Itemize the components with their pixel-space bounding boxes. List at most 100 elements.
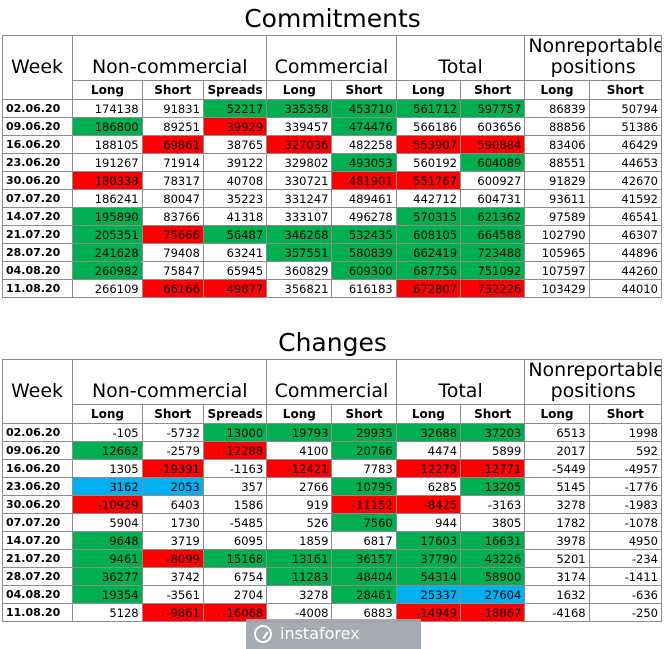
week-date-cell: 07.07.20	[1, 189, 74, 208]
column-subheader: Short	[460, 80, 526, 100]
value-cell: 49877	[202, 279, 268, 298]
value-cell: 687756	[395, 261, 462, 280]
value-cell: 46307	[588, 225, 663, 244]
value-cell: 71914	[141, 153, 204, 172]
column-subheader: Spreads	[202, 80, 268, 100]
value-cell: -12771	[460, 459, 526, 478]
value-cell: 38765	[202, 135, 268, 154]
table-row: 28.07.20 36277 3742 6754 11283 48404 54314 5890…	[1, 567, 663, 586]
table-row: 09.06.20 12662 -2579 -12288 4100 20766 4474 589…	[1, 441, 663, 460]
value-cell: 329802	[266, 153, 333, 172]
value-cell: 1998	[588, 423, 663, 442]
value-cell: 91829	[524, 171, 590, 190]
value-cell: 1586	[202, 495, 268, 514]
value-cell: 493053	[331, 153, 397, 172]
value-cell: 44653	[588, 153, 663, 172]
value-cell: 339457	[266, 117, 333, 136]
week-date-cell: 30.06.20	[1, 171, 74, 190]
value-cell: 526	[266, 513, 333, 532]
value-cell: 180338	[72, 171, 143, 190]
value-cell: -10929	[72, 495, 143, 514]
value-cell: 532435	[331, 225, 397, 244]
value-cell: -8099	[141, 549, 204, 568]
value-cell: 335358	[266, 99, 333, 118]
value-cell: 188105	[72, 135, 143, 154]
value-cell: -5485	[202, 513, 268, 532]
value-cell: 621362	[460, 207, 526, 226]
value-cell: 195890	[72, 207, 143, 226]
value-cell: 6403	[141, 495, 204, 514]
value-cell: 944	[395, 513, 462, 532]
value-cell: 88856	[524, 117, 590, 136]
value-cell: 5128	[72, 603, 143, 622]
commercial-header: Commercial	[266, 359, 397, 405]
value-cell: 3805	[460, 513, 526, 532]
commercial-header: Commercial	[266, 35, 397, 81]
value-cell: 54314	[395, 567, 462, 586]
value-cell: -2579	[141, 441, 204, 460]
value-cell: 12662	[72, 441, 143, 460]
value-cell: -11152	[331, 495, 397, 514]
value-cell: 482258	[331, 135, 397, 154]
value-cell: 65945	[202, 261, 268, 280]
table-row: 04.08.20 19354 -3561 2704 3278 28461 25337 2760…	[1, 585, 663, 604]
value-cell: 551767	[395, 171, 462, 190]
value-cell: 75666	[141, 225, 204, 244]
value-cell: -19391	[141, 459, 204, 478]
value-cell: 603656	[460, 117, 526, 136]
column-subheader: Short	[141, 80, 204, 100]
value-cell: 186241	[72, 189, 143, 208]
value-cell: 41318	[202, 207, 268, 226]
value-cell: 5904	[72, 513, 143, 532]
value-cell: 66166	[141, 279, 204, 298]
value-cell: 266109	[72, 279, 143, 298]
value-cell: 41592	[588, 189, 663, 208]
value-cell: 566186	[395, 117, 462, 136]
value-cell: 1730	[141, 513, 204, 532]
value-cell: -1078	[588, 513, 663, 532]
value-cell: 36157	[331, 549, 397, 568]
column-subheader: Short	[141, 404, 204, 424]
total-header: Total	[395, 359, 526, 405]
value-cell: 330721	[266, 171, 333, 190]
table-row: 23.06.20 191267 71914 39122 329802 493053 5601…	[1, 153, 663, 172]
value-cell: 6817	[331, 531, 397, 550]
value-cell: 6513	[524, 423, 590, 442]
table-row: 02.06.20 174138 91831 52217 335358 453710 5617…	[1, 99, 663, 118]
nonreportable-header: Nonreportable positions	[524, 35, 662, 81]
value-cell: 93611	[524, 189, 590, 208]
watermark: instaforex	[246, 619, 421, 649]
value-cell: 28461	[331, 585, 397, 604]
value-cell: 1305	[72, 459, 143, 478]
table-row: 30.06.20 -10929 6403 1586 919 -11152 -8425 -316…	[1, 495, 663, 514]
value-cell: 346268	[266, 225, 333, 244]
week-date-cell: 04.08.20	[1, 585, 74, 604]
week-date-cell: 21.07.20	[1, 549, 74, 568]
value-cell: 16631	[460, 531, 526, 550]
value-cell: 27604	[460, 585, 526, 604]
value-cell: 453710	[331, 99, 397, 118]
value-cell: 89251	[141, 117, 204, 136]
value-cell: 20766	[331, 441, 397, 460]
value-cell: 75847	[141, 261, 204, 280]
table-row: 11.08.20 266109 66166 49877 356821 616183 6728…	[1, 279, 663, 298]
instaforex-logo-icon	[254, 625, 272, 643]
table-row: 04.08.20 260982 75847 65945 360829 609300 6877…	[1, 261, 663, 280]
week-date-cell: 04.08.20	[1, 261, 74, 280]
value-cell: 9648	[72, 531, 143, 550]
value-cell: 1859	[266, 531, 333, 550]
column-subheader: Long	[524, 404, 590, 424]
value-cell: 11283	[266, 567, 333, 586]
column-subheader: Short	[588, 80, 663, 100]
value-cell: 241628	[72, 243, 143, 262]
value-cell: 51386	[588, 117, 663, 136]
value-cell: 604089	[460, 153, 526, 172]
value-cell: 44260	[588, 261, 663, 280]
week-date-cell: 14.07.20	[1, 207, 74, 226]
value-cell: -636	[588, 585, 663, 604]
value-cell: 191267	[72, 153, 143, 172]
value-cell: 474476	[331, 117, 397, 136]
table-row: 14.07.20 9648 3719 6095 1859 6817 17603 16631 39…	[1, 531, 663, 550]
value-cell: 597757	[460, 99, 526, 118]
value-cell: 561712	[395, 99, 462, 118]
